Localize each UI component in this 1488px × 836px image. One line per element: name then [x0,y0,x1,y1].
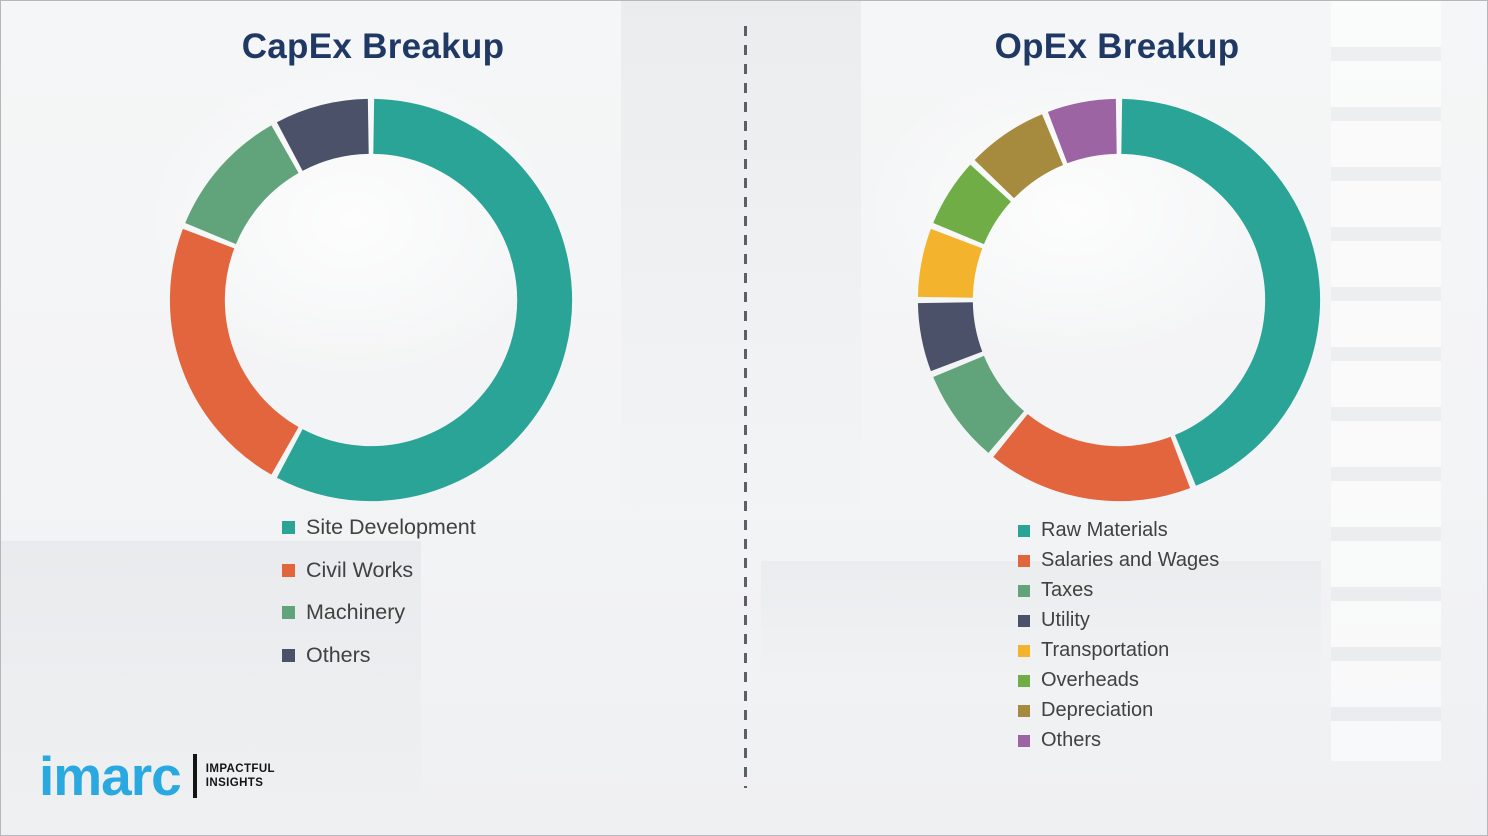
legend-item-machinery: Machinery [282,600,476,625]
capex-panel: CapEx Breakup Site Development Civil Work… [1,1,745,835]
logo-divider-bar [192,754,197,799]
legend-item-salaries-and-wages: Salaries and Wages [1018,549,1219,572]
legend-item-depreciation: Depreciation [1018,699,1219,722]
vertical-dashed-divider [744,26,747,788]
legend-label: Machinery [306,600,406,625]
legend-swatch-raw-materials [1018,524,1030,537]
donut-segment-taxes [933,355,1025,453]
legend-label: Utility [1041,609,1090,631]
logo-tagline-line2: INSIGHTS [205,777,264,790]
legend-item-utility: Utility [1018,609,1219,632]
legend-swatch-utility [1018,614,1030,627]
capex-donut-chart [165,94,577,506]
donut-segment-others [1047,98,1118,164]
legend-item-others: Others [282,643,476,668]
legend-label: Raw Materials [1041,519,1168,541]
capex-legend: Site Development Civil Works Machinery Othe… [282,515,476,668]
donut-segment-machinery [185,125,300,245]
capex-chart-title: CapEx Breakup [241,27,505,66]
legend-swatch-transportation [1018,644,1030,657]
donut-segment-raw-materials [1120,98,1321,486]
imarc-logo: imarc IMPACTFUL INSIGHTS [39,744,275,807]
opex-donut-svg [917,98,1321,502]
legend-label: Others [306,643,371,668]
legend-item-site-development: Site Development [282,515,476,540]
legend-label: Overheads [1041,669,1139,691]
capex-donut-svg [169,98,573,502]
legend-item-raw-materials: Raw Materials [1018,519,1219,542]
imarc-wordmark: imarc [39,744,182,807]
donut-segment-transportation [917,228,983,299]
legend-item-civil-works: Civil Works [282,558,476,583]
legend-swatch-others [282,649,295,663]
legend-label: Others [1041,729,1102,751]
legend-swatch-machinery [282,606,295,620]
legend-swatch-others [1018,734,1030,747]
donut-segment-salaries-and-wages [993,413,1191,502]
legend-swatch-salaries-and-wages [1018,554,1030,567]
donut-segment-civil-works [169,228,300,475]
legend-label: Site Development [306,515,476,539]
legend-swatch-site-development [282,520,295,534]
legend-item-overheads: Overheads [1018,669,1219,692]
opex-legend: Raw Materials Salaries and Wages Taxes Util… [1018,519,1219,752]
legend-swatch-civil-works [282,563,295,577]
legend-label: Taxes [1041,579,1094,601]
logo-tagline: IMPACTFUL INSIGHTS [206,762,275,791]
donut-segment-utility [917,301,983,372]
donut-segment-depreciation [974,114,1064,199]
legend-label: Transportation [1041,639,1170,661]
legend-item-others: Others [1018,729,1219,752]
donut-segment-site-development [276,98,573,502]
legend-label: Depreciation [1041,699,1154,721]
donut-segment-others [276,98,370,172]
legend-item-taxes: Taxes [1018,579,1219,602]
donut-segment-overheads [933,164,1012,245]
legend-item-transportation: Transportation [1018,639,1219,662]
legend-label: Salaries and Wages [1041,549,1220,571]
legend-swatch-overheads [1018,674,1030,687]
legend-swatch-depreciation [1018,704,1030,717]
logo-tagline-line1: IMPACTFUL [205,762,275,775]
legend-swatch-taxes [1018,584,1030,597]
opex-donut-chart [913,94,1325,506]
opex-panel: OpEx Breakup Raw Materials Salaries and W… [745,1,1487,835]
legend-label: Civil Works [306,557,414,582]
opex-chart-title: OpEx Breakup [994,27,1240,66]
